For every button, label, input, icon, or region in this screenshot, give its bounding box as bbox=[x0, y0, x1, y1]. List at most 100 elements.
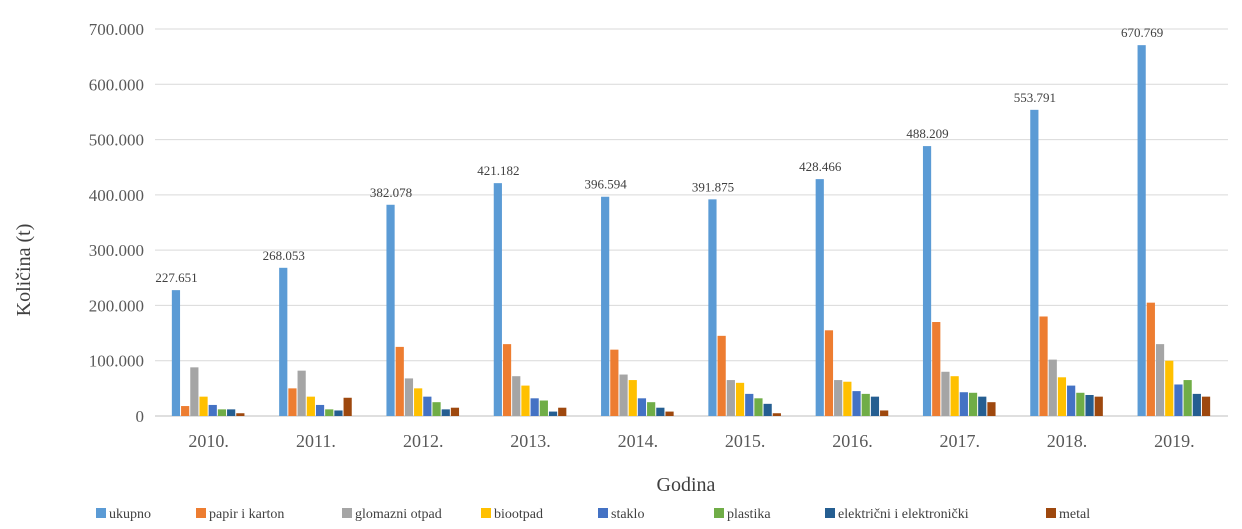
data-label: 428.466 bbox=[799, 159, 842, 174]
bar bbox=[763, 403, 772, 416]
bar bbox=[1201, 396, 1211, 416]
x-tick-label: 2016. bbox=[832, 431, 873, 451]
bar bbox=[1137, 45, 1146, 416]
data-label: 268.053 bbox=[263, 248, 305, 263]
legend-label: biootpad bbox=[494, 507, 543, 522]
bar bbox=[325, 409, 334, 416]
bar bbox=[1192, 393, 1201, 416]
data-labels: 227.651 268.053 382.078 421.182 396.594 391.8… bbox=[155, 25, 1163, 285]
legend-label: papir i karton bbox=[209, 507, 284, 522]
x-tick-label: 2018. bbox=[1047, 431, 1088, 451]
y-tick-label: 0 bbox=[136, 407, 145, 426]
x-axis-title: Godina bbox=[657, 474, 716, 496]
bar bbox=[512, 376, 521, 416]
bar bbox=[1183, 380, 1192, 416]
bar bbox=[959, 392, 968, 416]
bar bbox=[334, 410, 343, 416]
bar bbox=[423, 396, 432, 416]
bar bbox=[619, 374, 628, 416]
bar bbox=[199, 396, 208, 416]
bar bbox=[404, 378, 414, 416]
x-tick-label: 2012. bbox=[403, 431, 444, 451]
bar bbox=[450, 407, 460, 416]
bar bbox=[932, 322, 941, 416]
legend-label: metal bbox=[1059, 507, 1090, 522]
bar bbox=[558, 407, 567, 416]
bar bbox=[1057, 377, 1067, 416]
bar bbox=[190, 367, 199, 416]
bar bbox=[493, 183, 502, 416]
legend-swatch bbox=[598, 508, 608, 518]
bar bbox=[432, 402, 441, 416]
bar bbox=[968, 392, 978, 416]
bar bbox=[647, 402, 656, 416]
bar bbox=[441, 409, 450, 416]
data-label: 227.651 bbox=[155, 270, 197, 285]
bar bbox=[950, 376, 959, 416]
bar bbox=[745, 393, 754, 416]
bar bbox=[870, 396, 880, 416]
data-label: 382.078 bbox=[370, 185, 412, 200]
bar bbox=[530, 398, 539, 416]
y-tick-label: 400.000 bbox=[89, 186, 144, 205]
bar bbox=[815, 179, 824, 416]
bar bbox=[717, 335, 726, 416]
y-tick-label: 200.000 bbox=[89, 296, 144, 315]
x-axis-ticks: 2010. 2011. 2012. 2013. 2014. 2015. 2016. 2017.… bbox=[188, 431, 1194, 451]
bar bbox=[601, 196, 610, 416]
bar bbox=[181, 406, 190, 416]
legend-label: staklo bbox=[611, 507, 644, 522]
y-tick-label: 300.000 bbox=[89, 241, 144, 260]
bar bbox=[726, 380, 735, 416]
bar bbox=[628, 380, 637, 416]
y-axis-ticks: 0 100.000 200.000 300.000 400.000 500.000 600.… bbox=[89, 20, 144, 426]
data-label: 391.875 bbox=[692, 179, 734, 194]
bar bbox=[1085, 394, 1094, 416]
legend-swatch bbox=[196, 508, 206, 518]
bar bbox=[548, 411, 558, 416]
y-tick-label: 600.000 bbox=[89, 75, 144, 94]
x-tick-label: 2010. bbox=[188, 431, 229, 451]
bar bbox=[735, 382, 745, 416]
bar bbox=[1030, 109, 1039, 416]
bar bbox=[227, 409, 236, 416]
bar bbox=[843, 381, 852, 416]
bar bbox=[171, 290, 181, 416]
bar bbox=[880, 410, 889, 416]
bar bbox=[978, 396, 987, 416]
legend-swatch bbox=[1046, 508, 1056, 518]
bar bbox=[306, 396, 315, 416]
bar bbox=[279, 267, 288, 416]
bar bbox=[1039, 316, 1048, 416]
bar bbox=[236, 413, 245, 416]
legend-swatch bbox=[825, 508, 835, 518]
bar bbox=[521, 385, 530, 416]
legend-swatch bbox=[481, 508, 491, 518]
legend-label: električni i elektronički bbox=[838, 507, 969, 522]
bar bbox=[824, 330, 834, 416]
x-tick-label: 2019. bbox=[1154, 431, 1195, 451]
bar bbox=[852, 391, 861, 416]
legend: ukupno papir i karton glomazni otpad biootp… bbox=[96, 507, 1090, 522]
x-tick-label: 2015. bbox=[725, 431, 766, 451]
bar bbox=[922, 146, 932, 417]
bar bbox=[861, 393, 870, 416]
legend-swatch bbox=[342, 508, 352, 518]
bar bbox=[610, 349, 619, 416]
x-tick-label: 2011. bbox=[296, 431, 336, 451]
bar bbox=[502, 344, 512, 416]
bar bbox=[987, 402, 996, 416]
data-label: 553.791 bbox=[1014, 90, 1056, 105]
bar bbox=[343, 397, 352, 416]
x-tick-label: 2017. bbox=[940, 431, 981, 451]
data-label: 396.594 bbox=[585, 177, 628, 192]
y-axis-title: Količina (t) bbox=[13, 224, 35, 317]
data-label: 421.182 bbox=[477, 163, 519, 178]
bar bbox=[656, 407, 665, 416]
bar bbox=[834, 380, 843, 416]
bar bbox=[1048, 359, 1057, 416]
bar bbox=[315, 404, 325, 416]
legend-label: plastika bbox=[727, 507, 771, 522]
bar bbox=[1094, 396, 1103, 416]
bar bbox=[772, 413, 781, 416]
